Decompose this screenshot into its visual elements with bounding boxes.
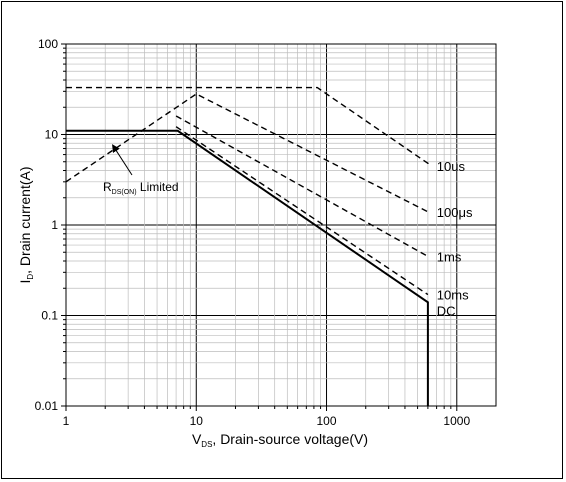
- series-line-1ms: [175, 115, 429, 258]
- rdson-annotation: RDS(ON) Limited: [103, 180, 179, 196]
- series-line-10us: [66, 86, 429, 166]
- x-tick-label: 10: [190, 414, 204, 428]
- x-axis-title-rest: , Drain-source voltage(V): [212, 431, 368, 447]
- y-tick-label: 10: [45, 128, 59, 142]
- x-tick-label: 1: [63, 414, 70, 428]
- series-label-1ms: 1ms: [437, 249, 462, 264]
- y-axis-title-main: I: [17, 280, 33, 284]
- rdson-annotation-rest: Limited: [137, 180, 179, 194]
- y-tick-label: 0.01: [35, 399, 59, 413]
- x-axis-title-sub: DS: [201, 440, 212, 449]
- y-tick-label: 100: [38, 37, 58, 51]
- y-tick-label: 1: [51, 218, 58, 232]
- x-tick-label: 1000: [443, 414, 470, 428]
- x-axis-title: VDS, Drain-source voltage(V): [192, 431, 368, 449]
- series-label-10us: 10us: [437, 159, 466, 174]
- y-tick-label: 0.1: [41, 309, 58, 323]
- x-tick-label: 100: [317, 414, 337, 428]
- series-label-10ms: 10ms: [437, 288, 469, 303]
- series-label-dc: DC: [437, 304, 456, 319]
- series-line-100s: [66, 93, 429, 213]
- series-group: [66, 86, 429, 406]
- series-line-10ms: [175, 126, 429, 296]
- series-line-dc: [66, 129, 429, 406]
- y-axis-title: ID, Drain current(A): [17, 166, 35, 283]
- y-axis-title-rest: , Drain current(A): [17, 166, 33, 273]
- annotation-arrow: [112, 144, 133, 176]
- rdson-annotation-sub: DS(ON): [112, 189, 137, 196]
- rdson-annotation-main: R: [103, 180, 112, 194]
- x-axis-title-main: V: [192, 431, 202, 447]
- series-label-100s: 100μs: [437, 205, 473, 220]
- y-axis-title-sub: D: [26, 274, 35, 280]
- axis-ticks: 1 10 100 1000 0.01 0.1 1 10 100: [35, 37, 471, 428]
- grid-lines: [65, 43, 496, 407]
